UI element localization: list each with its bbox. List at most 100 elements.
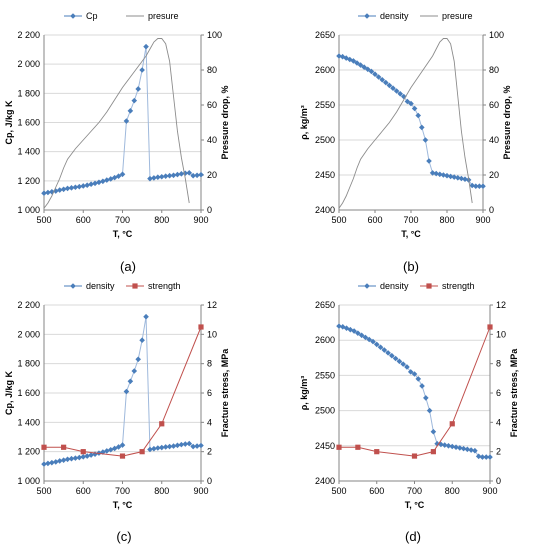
data-point-density <box>135 356 141 363</box>
y2-tick-label: 12 <box>496 300 506 310</box>
y-axis-title: Cp, J/kg K <box>4 100 14 145</box>
y2-tick-label: 6 <box>207 388 212 398</box>
y2-tick-label: 2 <box>207 447 212 457</box>
legend-marker-strength <box>426 283 432 289</box>
data-point-density <box>386 82 393 89</box>
data-point-density <box>476 183 483 189</box>
data-point-density <box>415 112 421 119</box>
data-point-density <box>336 53 342 59</box>
legend-label-presure: presure <box>148 11 179 21</box>
data-point-density <box>84 453 90 459</box>
y-tick-label: 1 800 <box>17 359 40 369</box>
legend-label-presure: presure <box>442 11 473 21</box>
data-point-strength <box>487 324 493 330</box>
data-point-density <box>445 443 452 449</box>
data-point-Cp <box>60 186 67 193</box>
data-point-density <box>480 183 486 189</box>
data-point-density <box>375 74 382 80</box>
data-point-Cp <box>92 180 98 187</box>
data-point-density <box>469 182 475 189</box>
data-point-Cp <box>76 183 83 190</box>
y2-tick-label: 100 <box>207 30 222 40</box>
data-point-strength <box>430 449 436 455</box>
data-point-strength <box>374 449 380 455</box>
data-point-density <box>475 453 482 460</box>
series-line-Cp <box>43 46 202 194</box>
data-point-Cp <box>127 108 134 114</box>
x-tick-label: 800 <box>154 486 169 496</box>
data-point-density <box>92 451 98 457</box>
x-tick-label: 600 <box>369 486 384 496</box>
y2-tick-label: 80 <box>207 65 217 75</box>
legend-label-density: density <box>380 11 409 21</box>
data-point-strength <box>41 444 47 450</box>
y-tick-label: 1 000 <box>17 205 40 215</box>
y-tick-label: 2400 <box>315 476 335 486</box>
data-point-density <box>174 442 181 449</box>
data-point-density <box>56 458 63 464</box>
y2-tick-label: 0 <box>207 476 212 486</box>
data-point-strength <box>61 444 67 450</box>
x-tick-label: 700 <box>115 215 130 225</box>
legend-marker-strength <box>132 283 138 289</box>
data-point-Cp <box>139 67 145 73</box>
y2-tick-label: 8 <box>207 359 212 369</box>
data-point-density <box>372 71 378 77</box>
y-tick-label: 1 800 <box>17 88 40 98</box>
data-point-density <box>107 446 114 453</box>
legend-marker-density <box>364 283 370 289</box>
data-point-Cp <box>123 118 130 124</box>
x-tick-label: 700 <box>115 486 130 496</box>
y-tick-label: 1 600 <box>17 388 40 398</box>
y-axis-title: Cp, J/kg K <box>4 371 14 416</box>
data-point-density <box>483 454 490 460</box>
data-point-Cp <box>84 182 90 189</box>
data-point-strength <box>139 449 145 455</box>
data-point-density <box>162 444 169 450</box>
legend-label-strength: strength <box>442 281 475 291</box>
data-point-density <box>393 88 400 94</box>
data-point-strength <box>80 449 86 455</box>
y2-tick-label: 2 <box>496 447 501 457</box>
data-point-density <box>415 376 422 382</box>
data-point-density <box>379 77 385 83</box>
data-point-Cp <box>194 172 200 179</box>
data-point-strength <box>449 421 455 427</box>
data-point-density <box>449 443 456 450</box>
x-tick-label: 900 <box>482 486 497 496</box>
data-point-density <box>437 171 443 178</box>
x-tick-label: 500 <box>331 486 346 496</box>
x-axis-title: T, °C <box>113 229 133 239</box>
data-point-density <box>423 395 429 401</box>
data-point-density <box>361 64 367 70</box>
data-point-strength <box>198 324 204 330</box>
y-axis-title: ρ, kg/m³ <box>299 376 309 411</box>
data-point-Cp <box>162 173 169 179</box>
data-point-density <box>433 170 439 177</box>
data-point-Cp <box>158 173 165 180</box>
y-tick-label: 2400 <box>315 205 335 215</box>
data-point-density <box>419 124 425 131</box>
data-point-density <box>404 364 410 370</box>
data-point-density <box>462 176 468 182</box>
data-point-density <box>390 85 396 91</box>
y-tick-label: 2 200 <box>17 300 40 310</box>
y-tick-label: 2550 <box>315 370 335 380</box>
data-point-density <box>131 368 138 374</box>
data-point-Cp <box>41 190 47 197</box>
data-point-density <box>434 440 440 447</box>
data-point-density <box>60 457 67 463</box>
series-line-strength <box>44 326 202 457</box>
y-tick-label: 2600 <box>315 65 335 75</box>
panel-label-b: (b) <box>403 259 419 274</box>
data-point-density <box>407 369 414 375</box>
y-tick-label: 1 400 <box>17 147 40 157</box>
data-point-density <box>355 330 361 336</box>
data-point-density <box>72 455 79 461</box>
data-point-density <box>455 175 461 181</box>
data-point-density <box>426 158 432 164</box>
panel-label-d: (d) <box>405 529 421 544</box>
data-point-density <box>487 454 493 460</box>
data-point-density <box>139 337 145 343</box>
data-point-density <box>76 454 83 461</box>
